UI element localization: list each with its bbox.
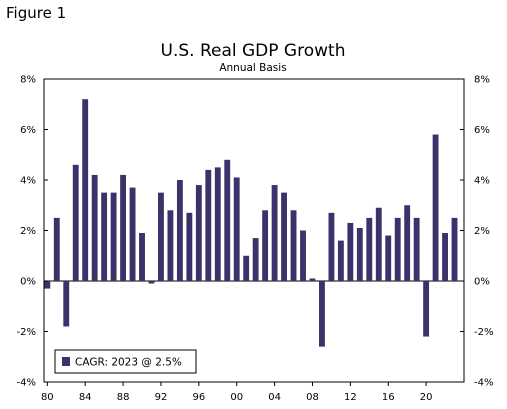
bar-1992: [158, 192, 164, 282]
y-tick-label-left: 4%: [20, 176, 36, 187]
bar-1983: [72, 164, 79, 281]
bar-2000: [233, 177, 240, 281]
bar-1994: [176, 180, 183, 281]
bar-1981: [53, 217, 60, 282]
x-tick-label: 20: [420, 392, 433, 403]
bar-2018: [404, 205, 411, 281]
bar-1990: [139, 233, 145, 281]
bar-2012: [347, 222, 354, 281]
x-tick-label: 04: [268, 392, 281, 403]
y-tick-label-right: 6%: [474, 125, 490, 136]
bar-2015: [375, 207, 382, 281]
bar-1987: [110, 192, 117, 282]
legend: CAGR: 2023 @ 2.5%: [54, 349, 197, 374]
bar-2020: [423, 281, 430, 337]
x-tick-label: 12: [344, 392, 357, 403]
legend-label: CAGR: 2023 @ 2.5%: [75, 357, 182, 369]
legend-box: [54, 349, 197, 374]
y-tick-label-right: -2%: [474, 327, 493, 338]
figure-label: Figure 1: [6, 4, 67, 22]
bar-2008: [309, 278, 316, 281]
chart-title: U.S. Real GDP Growth: [161, 41, 346, 61]
y-tick-label-left: -2%: [17, 327, 36, 338]
y-tick-label-right: 8%: [474, 75, 490, 86]
bar-1997: [205, 169, 212, 281]
x-tick-label: 80: [41, 392, 54, 403]
legend-swatch: [62, 357, 70, 366]
bar-2009: [319, 281, 325, 347]
bar-2010: [328, 212, 335, 281]
bar-1999: [224, 159, 231, 281]
x-tick-label: 00: [230, 392, 243, 403]
x-tick-label: 08: [306, 392, 319, 403]
bar-2013: [356, 227, 363, 281]
bar-2006: [290, 210, 297, 281]
bar-2022: [442, 233, 448, 281]
bar-2021: [432, 134, 439, 281]
y-tick-label-left: 8%: [20, 75, 36, 86]
bar-2005: [281, 192, 287, 282]
bar-2003: [262, 210, 269, 281]
bar-2014: [366, 217, 373, 282]
y-tick-label-left: 6%: [20, 125, 36, 136]
y-tick-label-left: -4%: [17, 378, 36, 389]
bar-2004: [271, 185, 278, 281]
bar-1984: [82, 99, 89, 281]
bar-2017: [394, 217, 401, 282]
y-tick-label-left: 0%: [20, 277, 36, 288]
y-tick-label-left: 2%: [20, 226, 36, 237]
bar-2011: [337, 240, 344, 281]
y-tick-label-right: 2%: [474, 226, 490, 237]
bar-2001: [243, 255, 250, 281]
bar-1991: [148, 281, 155, 284]
x-tick-label: 96: [192, 392, 205, 403]
bar-2016: [385, 235, 392, 281]
bar-1982: [63, 281, 70, 327]
x-tick-label: 88: [117, 392, 130, 403]
bar-1985: [91, 174, 98, 281]
bar-1993: [167, 210, 174, 281]
x-tick-label: 84: [79, 392, 92, 403]
bar-2002: [252, 238, 259, 281]
y-tick-label-right: -4%: [474, 378, 493, 389]
bar-2023: [451, 217, 458, 282]
bar-1986: [101, 192, 108, 282]
bar-2019: [413, 217, 420, 282]
x-tick-label: 16: [382, 392, 395, 403]
y-tick-label-right: 4%: [474, 176, 490, 187]
bar-1980: [44, 281, 51, 289]
x-tick-label: 92: [155, 392, 168, 403]
bar-1995: [186, 212, 193, 281]
bar-1998: [214, 167, 221, 282]
bar-1988: [120, 174, 127, 281]
bar-1996: [195, 185, 202, 281]
chart-subtitle: Annual Basis: [219, 62, 286, 74]
bar-1989: [129, 187, 136, 281]
y-tick-label-right: 0%: [474, 277, 490, 288]
bar-2007: [300, 230, 306, 281]
